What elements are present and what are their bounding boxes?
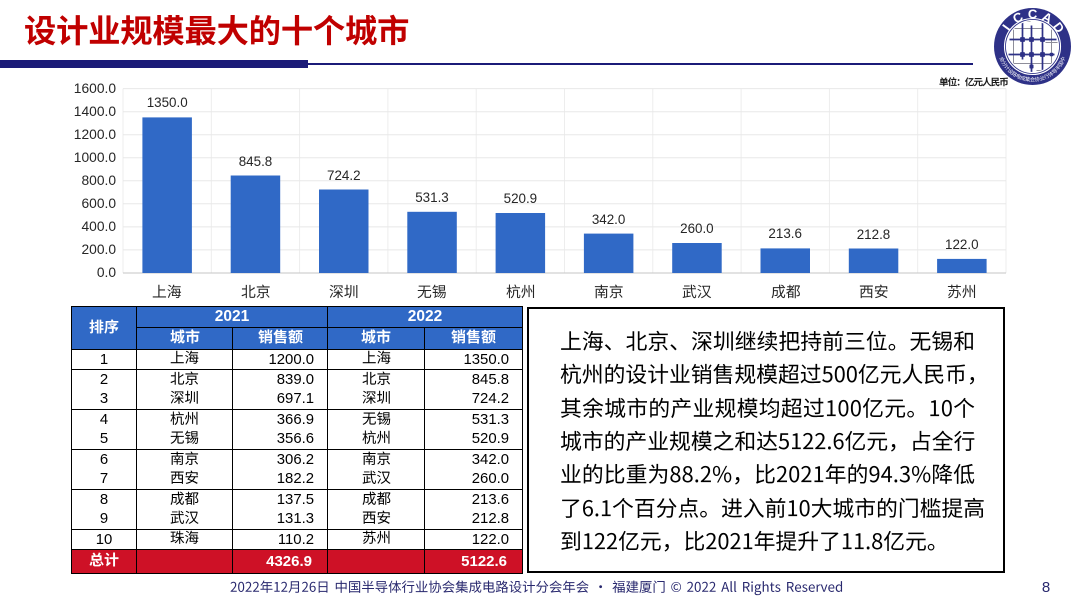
svg-text:I: I [999, 22, 1013, 34]
svg-text:C: C [1028, 7, 1038, 22]
